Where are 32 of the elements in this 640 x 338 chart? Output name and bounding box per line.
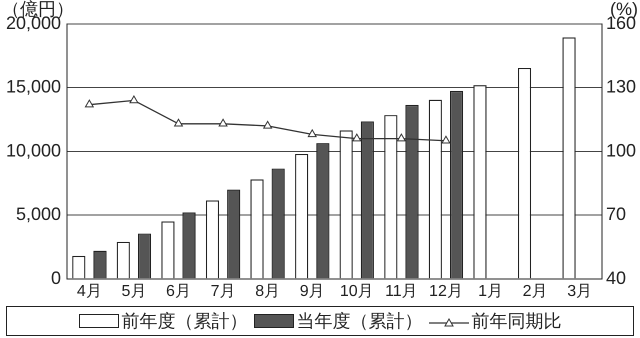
point bbox=[308, 129, 317, 138]
x-tick-label: 11月 bbox=[385, 282, 418, 300]
point bbox=[84, 100, 94, 108]
x-tick-label: 10月 bbox=[340, 282, 374, 300]
x-tick-label: 3月 bbox=[567, 282, 592, 300]
x-tick-label: 7月 bbox=[210, 282, 236, 300]
point bbox=[263, 120, 272, 129]
x-tick-label: 1月 bbox=[478, 282, 503, 300]
point bbox=[396, 134, 406, 142]
point bbox=[130, 95, 138, 104]
x-tick-label: 12月 bbox=[429, 282, 463, 300]
x-tick-label: 2月 bbox=[522, 282, 548, 300]
x-tick-label: 5月 bbox=[121, 282, 146, 300]
point bbox=[352, 134, 362, 142]
y2-tick-label: 40 bbox=[606, 268, 626, 288]
point bbox=[218, 118, 228, 127]
y-tick-label: 0 bbox=[51, 268, 62, 288]
point bbox=[442, 136, 450, 144]
y-tick-label: 10,000 bbox=[6, 140, 62, 160]
x-tick-label: 8月 bbox=[255, 282, 280, 300]
y-tick-label: 5,000 bbox=[16, 204, 62, 224]
series-label: 前年度（累計） bbox=[122, 310, 248, 333]
legend-label: 当年度（累計） bbox=[296, 310, 422, 333]
y2-tick-label: 100 bbox=[606, 140, 636, 160]
y-tick-label: 15,000 bbox=[6, 76, 62, 97]
point bbox=[174, 118, 183, 127]
x-tick-label: 4月 bbox=[76, 282, 102, 300]
x-tick-label: 9月 bbox=[300, 282, 325, 300]
legend-label: 前年同期比 bbox=[472, 310, 562, 333]
y2-tick-label: 70 bbox=[606, 204, 626, 224]
x-tick-label: 6月 bbox=[166, 282, 191, 300]
y2-tick-label: 130 bbox=[606, 76, 636, 97]
